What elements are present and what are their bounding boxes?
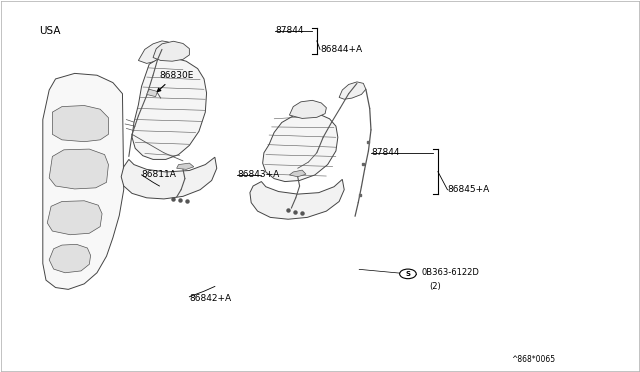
Circle shape xyxy=(399,269,416,279)
Polygon shape xyxy=(339,82,366,99)
Text: ^868*0065: ^868*0065 xyxy=(511,355,556,364)
Text: 86843+A: 86843+A xyxy=(237,170,280,179)
Text: (2): (2) xyxy=(429,282,442,291)
Polygon shape xyxy=(289,100,326,118)
Text: 87844: 87844 xyxy=(371,148,399,157)
Text: 87844: 87844 xyxy=(275,26,304,35)
Text: 86830E: 86830E xyxy=(159,71,194,80)
Text: 86811A: 86811A xyxy=(141,170,177,179)
Text: 86845+A: 86845+A xyxy=(447,185,490,194)
Text: 86844+A: 86844+A xyxy=(320,45,362,54)
Text: S: S xyxy=(405,271,410,277)
Polygon shape xyxy=(262,113,338,182)
Polygon shape xyxy=(147,89,157,97)
Polygon shape xyxy=(177,163,194,169)
Polygon shape xyxy=(49,149,108,189)
Text: USA: USA xyxy=(40,26,61,36)
Polygon shape xyxy=(43,73,124,289)
Polygon shape xyxy=(47,201,102,235)
Polygon shape xyxy=(49,244,91,273)
Polygon shape xyxy=(138,41,172,63)
Polygon shape xyxy=(132,58,207,160)
Polygon shape xyxy=(153,41,189,61)
Text: 0B363-6122D: 0B363-6122D xyxy=(422,268,480,277)
Polygon shape xyxy=(121,157,217,199)
Text: 86842+A: 86842+A xyxy=(189,294,232,303)
Polygon shape xyxy=(250,179,344,219)
Polygon shape xyxy=(289,170,306,177)
Polygon shape xyxy=(52,106,108,142)
